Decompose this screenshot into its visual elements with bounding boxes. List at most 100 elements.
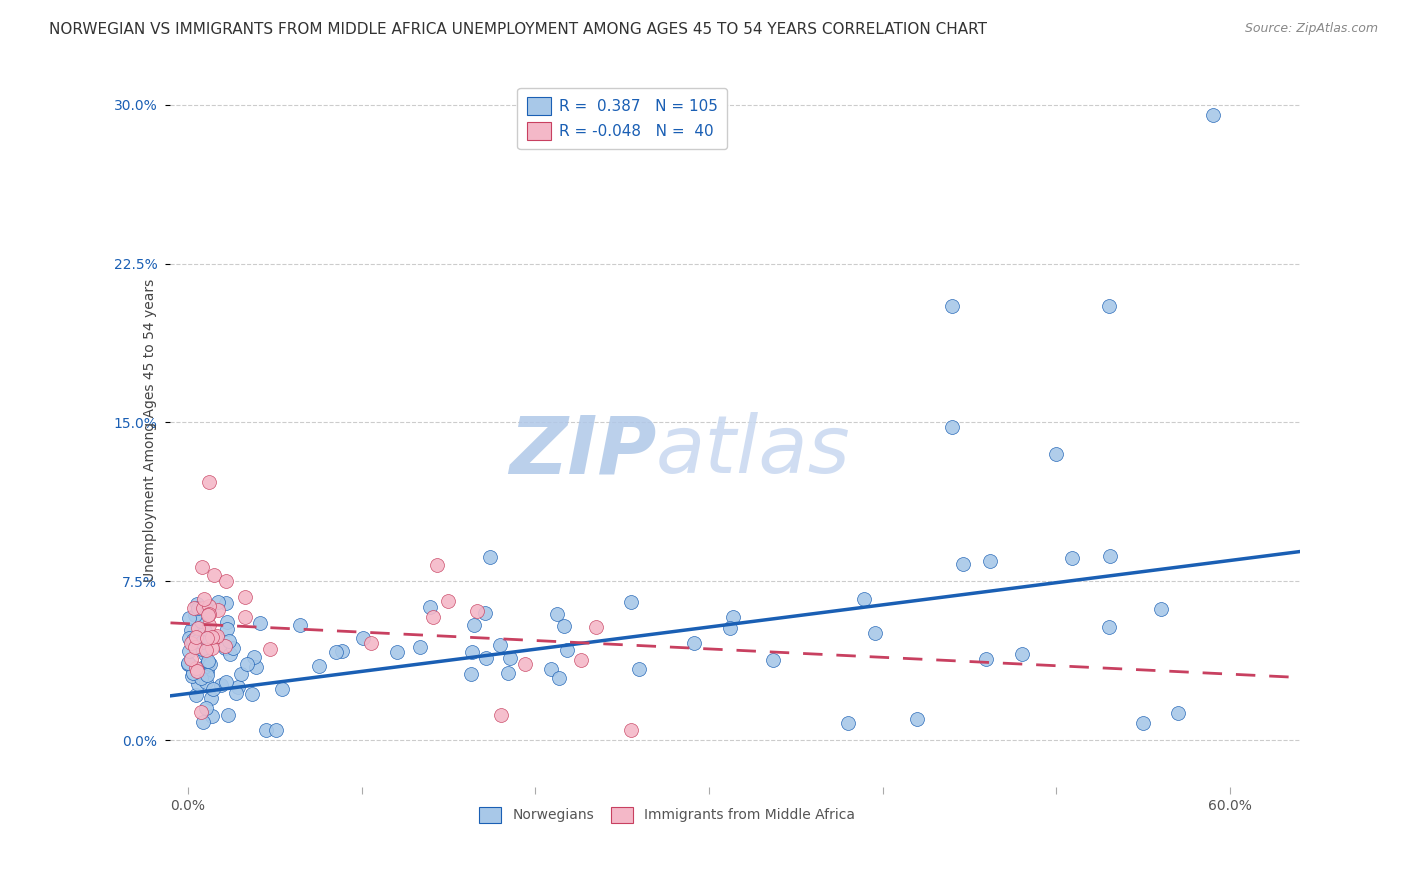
Point [762,653,785,667]
Point [385,645,408,659]
Point [201,708,224,723]
Point [179,644,201,658]
Point [183,665,205,680]
Point [190,614,212,628]
Point [193,714,215,729]
Point [620,595,643,609]
Point [215,574,238,589]
Point [264,723,287,737]
Point [195,668,218,682]
Point [197,604,219,618]
Point [209,678,232,692]
Point [205,629,228,643]
Point [200,691,222,706]
Point [352,632,374,646]
Point [245,660,267,674]
Text: atlas: atlas [657,412,851,491]
Point [190,671,212,685]
Point [907,712,929,726]
Point [198,618,221,632]
Point [489,638,512,652]
Point [546,607,568,621]
Point [214,641,236,656]
Point [186,664,208,678]
Point [201,641,224,656]
Point [215,674,238,689]
Point [186,597,208,611]
Point [194,643,217,657]
Point [184,640,207,654]
Point [1062,551,1084,566]
Point [474,606,496,620]
Point [233,609,256,624]
Point [489,707,512,722]
Text: ZIP: ZIP [509,412,657,491]
Point [190,641,212,656]
Point [179,657,201,672]
Point [183,607,205,622]
Point [1097,299,1119,313]
Text: Source: ZipAtlas.com: Source: ZipAtlas.com [1244,22,1378,36]
Point [555,642,578,657]
Point [191,600,214,615]
Point [184,661,207,675]
Point [177,657,200,671]
Point [718,621,741,635]
Point [217,622,239,636]
Point [186,688,208,702]
Text: NORWEGIAN VS IMMIGRANTS FROM MIDDLE AFRICA UNEMPLOYMENT AMONG AGES 45 TO 54 YEAR: NORWEGIAN VS IMMIGRANTS FROM MIDDLE AFRI… [49,22,987,37]
Point [553,618,575,632]
Point [1045,447,1067,461]
Point [325,645,347,659]
Point [204,630,226,644]
Point [330,644,353,658]
Point [197,654,219,668]
Y-axis label: Unemployment Among Ages 45 to 54 years: Unemployment Among Ages 45 to 54 years [142,278,156,582]
Point [187,677,209,691]
Point [837,716,859,731]
Point [187,601,209,615]
Point [207,595,229,609]
Point [460,666,482,681]
Point [195,664,218,678]
Point [513,657,536,672]
Point [217,707,239,722]
Point [179,631,201,645]
Point [249,616,271,631]
Point [197,657,219,671]
Point [290,618,312,632]
Point [197,475,219,489]
Point [243,649,266,664]
Point [191,635,214,649]
Point [193,592,215,607]
Point [183,601,205,615]
Point [952,558,974,572]
Point [683,635,706,649]
Point [941,299,963,313]
Point [187,662,209,676]
Point [426,558,449,572]
Point [569,652,592,666]
Point [620,723,643,737]
Point [1167,706,1189,720]
Point [236,657,259,671]
Point [254,723,277,737]
Point [270,682,292,697]
Point [200,657,222,672]
Point [181,633,204,648]
Point [233,590,256,604]
Point [193,660,215,674]
Point [214,596,236,610]
Point [207,603,229,617]
Point [225,686,247,700]
Point [180,652,202,666]
Point [259,641,281,656]
Point [941,419,963,434]
Point [465,604,488,618]
Point [226,680,249,694]
Point [190,705,212,719]
Point [419,599,441,614]
Point [1132,716,1154,731]
Point [177,656,200,670]
Point [463,618,485,632]
